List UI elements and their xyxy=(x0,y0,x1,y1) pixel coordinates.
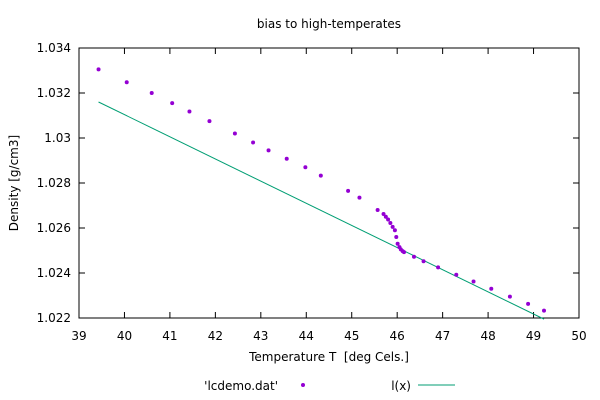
data-point xyxy=(507,294,512,299)
fit-line xyxy=(98,101,545,320)
x-tick-label: 42 xyxy=(208,329,223,343)
legend-label-points: 'lcdemo.dat' xyxy=(204,379,278,393)
data-point xyxy=(489,286,494,291)
x-tick-label: 49 xyxy=(526,329,541,343)
data-point xyxy=(395,241,400,246)
y-tick-label: 1.032 xyxy=(37,86,71,100)
data-point xyxy=(284,156,289,161)
data-point xyxy=(170,101,175,106)
data-point xyxy=(454,272,459,277)
data-point xyxy=(526,301,531,306)
data-point xyxy=(383,214,388,219)
data-point xyxy=(471,279,476,284)
data-point xyxy=(386,217,391,222)
y-tick-label: 1.028 xyxy=(37,176,71,190)
data-point xyxy=(542,308,546,313)
y-tick-label: 1.022 xyxy=(37,311,71,325)
data-point xyxy=(381,212,386,217)
data-point xyxy=(96,67,101,72)
data-point xyxy=(346,188,351,193)
x-tick-label: 41 xyxy=(162,329,177,343)
data-point xyxy=(412,254,416,259)
x-axis-title: Temperature T [deg Cels.] xyxy=(248,350,409,364)
chart-title: bias to high-temperates xyxy=(257,17,401,31)
x-tick-label: 45 xyxy=(344,329,359,343)
data-point xyxy=(187,109,192,114)
y-axis-title: Density [g/cm3] xyxy=(7,135,21,231)
x-tick-label: 40 xyxy=(117,329,132,343)
data-point xyxy=(402,250,406,255)
y-axis: 1.022 1.024 1.026 1.028 1.03 1.032 1.034 xyxy=(37,41,579,325)
plot-frame xyxy=(78,47,580,319)
data-point xyxy=(266,148,271,153)
x-tick-label: 48 xyxy=(480,329,495,343)
data-point xyxy=(421,259,426,264)
data-point xyxy=(436,265,441,270)
data-point xyxy=(394,235,399,239)
series-layer xyxy=(96,67,546,320)
data-point xyxy=(392,228,397,233)
x-tick-label: 44 xyxy=(299,329,314,343)
x-tick-label: 50 xyxy=(571,329,586,343)
x-tick-label: 39 xyxy=(71,329,86,343)
data-point xyxy=(318,173,323,178)
legend-marker-points xyxy=(301,383,305,387)
data-point xyxy=(251,140,256,145)
x-tick-label: 46 xyxy=(390,329,405,343)
data-point xyxy=(357,195,362,200)
y-tick-label: 1.024 xyxy=(37,266,71,280)
x-tick-label: 43 xyxy=(253,329,268,343)
x-axis: 39 40 41 42 43 44 45 46 47 48 49 50 xyxy=(71,48,587,343)
y-tick-label: 1.026 xyxy=(37,221,71,235)
y-tick-label: 1.034 xyxy=(37,41,71,55)
data-point xyxy=(303,165,308,170)
data-point xyxy=(390,224,395,229)
data-point xyxy=(207,119,212,124)
data-point xyxy=(149,91,154,95)
data-point xyxy=(124,80,129,85)
legend-label-line: l(x) xyxy=(391,379,411,393)
x-tick-label: 47 xyxy=(435,329,450,343)
y-tick-label: 1.03 xyxy=(44,131,71,145)
data-point xyxy=(375,208,380,212)
data-point xyxy=(232,131,237,136)
data-point xyxy=(388,221,393,226)
legend: 'lcdemo.dat' l(x) xyxy=(204,379,455,393)
